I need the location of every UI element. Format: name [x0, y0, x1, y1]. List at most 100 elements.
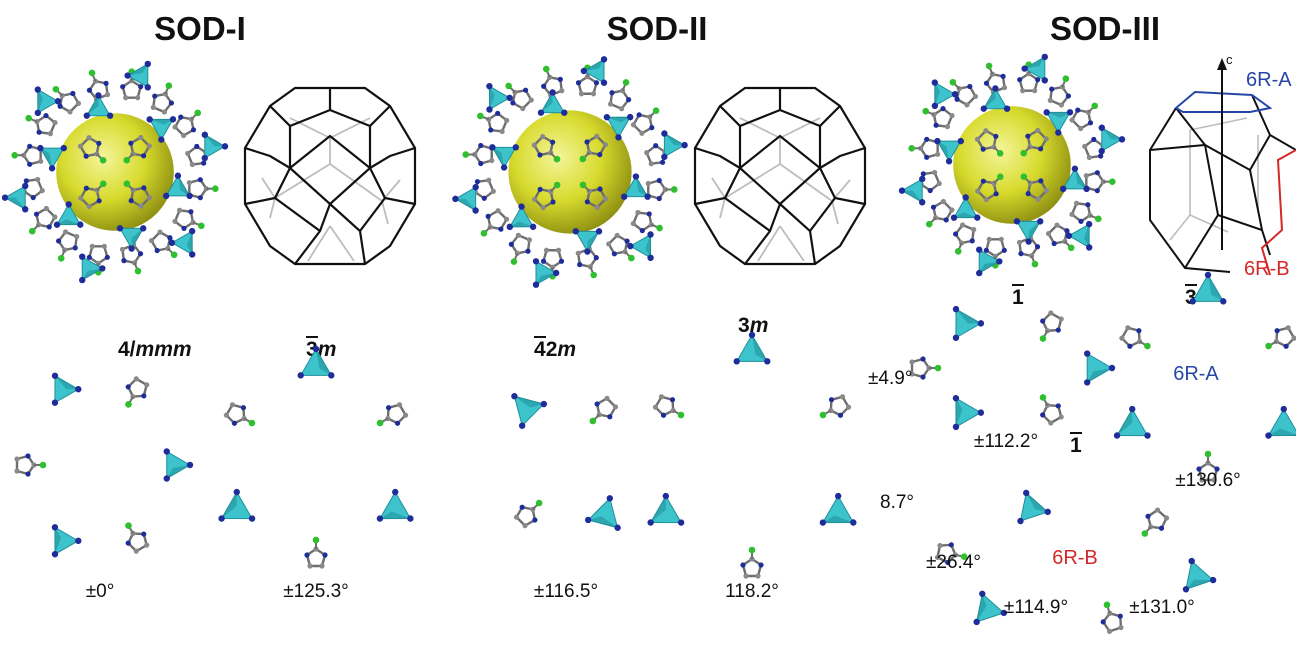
methyl-group	[579, 181, 587, 189]
nitrogen-atom	[952, 334, 960, 341]
imidazolate-linker	[949, 78, 979, 108]
ring-atom	[104, 254, 110, 260]
tetra-shade	[149, 119, 173, 125]
ring-atom	[1211, 477, 1217, 483]
imidazolate-linker	[125, 522, 150, 554]
methyl-group	[1031, 260, 1039, 268]
nitrogen-atom	[662, 492, 670, 500]
ring-atom	[478, 142, 484, 149]
nitrogen-atom	[506, 223, 514, 231]
nitrogen-atom	[1025, 238, 1032, 245]
ring-atom	[96, 198, 102, 204]
nitrogen-atom	[1000, 609, 1008, 617]
ring-atom	[1055, 403, 1061, 409]
ring-atom	[639, 228, 645, 234]
nitrogen-atom	[1041, 77, 1048, 84]
symmetry-label-sod-iii-ring-1: 1	[1012, 284, 1024, 309]
tetra-face	[54, 526, 80, 556]
ring-atom	[194, 143, 200, 150]
imidazolate-linker	[575, 246, 599, 279]
ring-atom	[611, 251, 617, 257]
ring-atom	[135, 95, 141, 101]
methyl-group	[1095, 215, 1102, 223]
methyl-group	[1144, 342, 1151, 350]
nitrogen-atom	[764, 358, 771, 365]
zn-tetrahedron	[898, 175, 926, 206]
sod-i-cage-structure	[1, 60, 229, 284]
zn-tetrahedron	[661, 130, 688, 161]
ring-atom	[993, 133, 999, 139]
imidazolate-linker	[1196, 450, 1220, 483]
nitrogen-atom	[1129, 405, 1136, 413]
ring-atom	[1025, 191, 1031, 197]
ring-atom	[1075, 107, 1081, 113]
ring-atom	[594, 401, 600, 407]
ring-atom	[828, 397, 835, 403]
ring-atom	[635, 209, 641, 216]
nitrogen-atom	[614, 524, 621, 531]
tetra-face	[649, 495, 683, 524]
nitrogen-atom	[21, 206, 29, 213]
ring-atom	[1125, 325, 1131, 331]
imidazolate-linker	[1119, 325, 1151, 350]
nitrogen-atom	[1098, 124, 1106, 131]
ring-atom	[14, 468, 20, 474]
ring-atom	[508, 241, 514, 247]
methyl-group	[656, 224, 663, 232]
nitrogen-atom	[977, 409, 985, 416]
ring-atom	[86, 203, 92, 210]
ring-atom	[644, 150, 650, 156]
methyl-group	[934, 364, 942, 372]
ring-atom	[38, 158, 44, 164]
ring-atom	[474, 179, 481, 185]
angle-label-sod-iii-ring-3-left: ±26.4°	[926, 552, 981, 573]
tetra-face	[955, 397, 982, 428]
tetra-shade	[934, 82, 941, 106]
nitrogen-atom	[626, 113, 634, 121]
methyl-group	[922, 107, 929, 115]
methyl-group	[1103, 601, 1111, 609]
ring-atom	[1055, 327, 1061, 333]
ring-atom	[920, 171, 926, 177]
tetra-shade	[57, 219, 81, 225]
ring-atom	[1117, 613, 1123, 619]
c-axis-label: c	[1226, 52, 1233, 67]
ring-atom	[394, 420, 401, 426]
edge	[779, 117, 821, 139]
nitrogen-atom	[79, 276, 86, 284]
ring-atom	[1045, 230, 1052, 237]
ring-atom	[1214, 466, 1220, 472]
ring-atom	[186, 180, 192, 186]
ring-atom	[189, 161, 195, 168]
ring-atom	[1163, 515, 1170, 521]
ring-atom	[513, 514, 520, 520]
ring-atom	[141, 531, 147, 537]
ring-atom	[575, 80, 582, 86]
ring-atom	[1085, 202, 1091, 208]
ring-atom	[125, 540, 131, 546]
ring-atom	[1091, 136, 1097, 143]
zn-tetrahedron	[168, 227, 196, 258]
svg-text:3m: 3m	[738, 314, 768, 337]
tetra-shade	[86, 95, 99, 116]
nitrogen-atom	[221, 143, 229, 150]
methyl-group	[908, 145, 915, 152]
edge	[711, 177, 726, 199]
methyl-group	[960, 553, 968, 560]
ring-atom	[540, 258, 547, 264]
tetra-shade	[937, 141, 950, 162]
angle-label-sod-iii-ring-1-left: ±4.9°	[868, 368, 912, 389]
methyl-group	[123, 180, 131, 188]
nitrogen-atom	[51, 372, 59, 379]
tetra-shade	[186, 231, 193, 255]
methyl-group	[510, 258, 518, 265]
nitrogen-atom	[532, 258, 540, 265]
tetra-shade	[37, 89, 44, 113]
nitrogen-atom	[606, 495, 614, 502]
edge	[261, 177, 276, 199]
ring-atom	[148, 237, 155, 244]
zn-tetrahedron	[506, 203, 537, 231]
nitrogen-atom	[248, 515, 256, 522]
ring-atom	[603, 196, 609, 202]
ring-atom	[27, 161, 33, 167]
